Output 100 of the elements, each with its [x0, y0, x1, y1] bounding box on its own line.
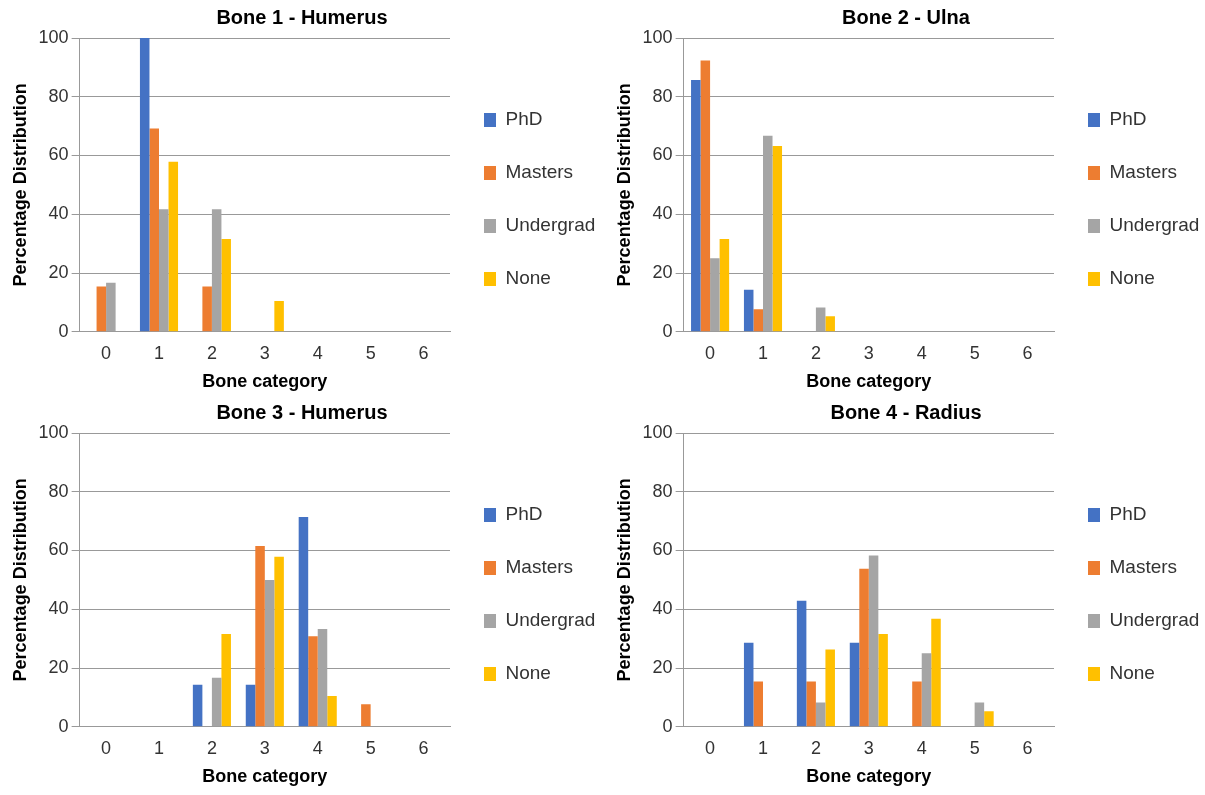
legend-label: Undergrad	[505, 609, 596, 631]
x-tick-label: 6	[418, 737, 429, 758]
legend-label: None	[505, 267, 551, 289]
bar	[211, 677, 222, 727]
x-tick-label: 0	[101, 737, 112, 758]
bar	[691, 80, 701, 332]
bar	[815, 702, 826, 727]
x-tick-label: 1	[153, 737, 164, 758]
bar	[931, 618, 941, 727]
bar	[202, 286, 212, 332]
x-tick-label: 5	[969, 737, 980, 758]
bar	[849, 642, 860, 727]
y-tick-label: 100	[642, 26, 673, 47]
chart-title: Bone 2 - Ulna	[842, 5, 971, 28]
x-axis-title: Bone category	[202, 371, 328, 392]
y-axis-title: Percentage Distribution	[613, 478, 634, 682]
bar	[878, 633, 888, 727]
bar	[772, 146, 783, 332]
x-axis-title: Bone category	[806, 766, 932, 787]
x-tick-label: 4	[312, 737, 323, 758]
bar	[912, 681, 922, 727]
y-axis-title: Percentage Distribution	[9, 83, 30, 287]
y-axis-title: Percentage Distribution	[9, 478, 30, 682]
y-tick-label: 60	[48, 144, 69, 165]
legend-label: PhD	[1109, 503, 1147, 525]
bar	[106, 282, 116, 332]
bar	[753, 681, 763, 727]
x-tick-label: 2	[206, 342, 217, 363]
y-tick-label: 60	[652, 539, 673, 560]
bar	[859, 568, 869, 727]
x-tick-label: 2	[206, 737, 217, 758]
y-tick-label: 40	[652, 598, 673, 619]
x-tick-label: 6	[1022, 737, 1033, 758]
bar	[719, 238, 730, 332]
bar	[710, 258, 720, 332]
bar	[743, 289, 754, 332]
y-tick-label: 80	[652, 85, 673, 106]
x-tick-label: 2	[810, 342, 821, 363]
x-tick-label: 3	[863, 737, 874, 758]
y-tick-label: 60	[48, 539, 69, 560]
y-tick-label: 40	[652, 203, 673, 224]
y-tick-label: 0	[58, 715, 69, 736]
y-tick-label: 20	[652, 262, 673, 283]
x-tick-label: 4	[916, 342, 927, 363]
y-tick-label: 100	[642, 421, 673, 442]
y-tick-label: 60	[652, 144, 673, 165]
bar	[298, 517, 309, 727]
bar	[139, 38, 150, 332]
legend-label: None	[1109, 662, 1155, 684]
bar	[825, 649, 835, 727]
bar	[815, 307, 826, 332]
legend-label: None	[505, 662, 551, 684]
bar	[221, 633, 231, 727]
bar	[245, 684, 256, 727]
chart-title: Bone 4 - Radius	[830, 400, 982, 423]
x-tick-label: 6	[418, 342, 429, 363]
bar	[149, 128, 159, 332]
bar	[274, 300, 284, 332]
y-tick-label: 80	[48, 85, 69, 106]
x-tick-label: 2	[810, 737, 821, 758]
x-tick-label: 3	[863, 342, 874, 363]
x-tick-label: 3	[259, 737, 270, 758]
bar	[274, 556, 284, 727]
bar	[168, 161, 179, 332]
y-tick-label: 20	[48, 657, 69, 678]
x-tick-label: 6	[1022, 342, 1033, 363]
bar	[96, 286, 107, 332]
y-tick-label: 40	[48, 203, 69, 224]
x-tick-label: 5	[969, 342, 980, 363]
bar	[753, 309, 763, 332]
bar	[825, 316, 835, 332]
legend-label: Masters	[1109, 161, 1178, 183]
bar	[327, 695, 337, 727]
y-tick-label: 100	[38, 421, 69, 442]
legend-label: Undergrad	[1109, 214, 1200, 236]
x-tick-label: 5	[365, 342, 376, 363]
legend-label: Undergrad	[1109, 609, 1200, 631]
legend-label: PhD	[505, 503, 543, 525]
bar	[192, 684, 203, 727]
y-tick-label: 20	[652, 657, 673, 678]
x-axis-title: Bone category	[202, 766, 328, 787]
chart-title: Bone 3 - Humerus	[216, 400, 388, 423]
y-tick-label: 40	[48, 598, 69, 619]
bar	[308, 636, 318, 727]
bar	[159, 209, 169, 332]
x-tick-label: 0	[705, 737, 716, 758]
y-tick-label: 80	[652, 480, 673, 501]
legend-label: Masters	[505, 161, 574, 183]
x-tick-label: 5	[365, 737, 376, 758]
legend-label: PhD	[1109, 108, 1147, 130]
x-tick-label: 4	[916, 737, 927, 758]
legend-label: None	[1109, 267, 1155, 289]
legend-label: Masters	[505, 556, 574, 578]
bar	[984, 711, 994, 727]
y-tick-label: 0	[662, 320, 673, 341]
bar	[255, 546, 265, 727]
legend-label: Masters	[1109, 556, 1178, 578]
x-tick-label: 1	[757, 342, 768, 363]
bar	[700, 60, 711, 332]
y-tick-label: 80	[48, 480, 69, 501]
